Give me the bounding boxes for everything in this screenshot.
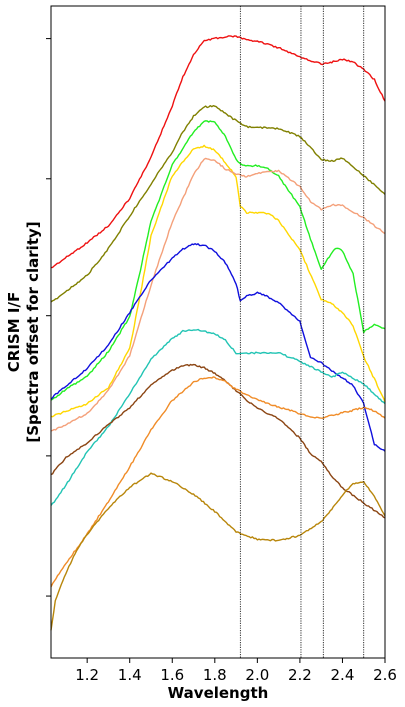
y-axis-label: CRISM I/F bbox=[5, 292, 23, 372]
x-tick-label: 1.8 bbox=[203, 666, 227, 684]
x-tick-label: 2.0 bbox=[245, 666, 269, 684]
spectrum-line-3 bbox=[50, 120, 386, 401]
y-axis-label-subtitle: [Spectra offset for clarity] bbox=[24, 221, 42, 442]
x-tick-label: 2.4 bbox=[331, 666, 355, 684]
spectrum-line-7 bbox=[50, 328, 386, 506]
x-tick-label: 1.4 bbox=[118, 666, 142, 684]
spectrum-line-9 bbox=[50, 376, 386, 588]
spectrum-line-2 bbox=[50, 104, 386, 303]
plot-lines bbox=[50, 35, 386, 631]
x-tick-label: 2.6 bbox=[373, 666, 397, 684]
axis-ticks: 1.2 1.4 1.6 1.8 2.0 2.2 2.4 2.6 bbox=[46, 38, 397, 684]
x-tick-label: 1.2 bbox=[75, 666, 99, 684]
plot-frame bbox=[50, 5, 386, 659]
spectrum-line-10 bbox=[50, 472, 386, 631]
spectrum-line-5 bbox=[50, 157, 386, 432]
spectrum-line-6 bbox=[50, 242, 386, 452]
spectrum-line-1 bbox=[50, 35, 386, 269]
x-tick-label: 1.6 bbox=[160, 666, 184, 684]
spectrum-line-8 bbox=[50, 363, 386, 519]
spectrum-line-4 bbox=[50, 144, 386, 418]
x-tick-label: 2.2 bbox=[288, 666, 312, 684]
reference-lines bbox=[239, 6, 365, 658]
x-axis-label: Wavelength bbox=[168, 684, 269, 702]
